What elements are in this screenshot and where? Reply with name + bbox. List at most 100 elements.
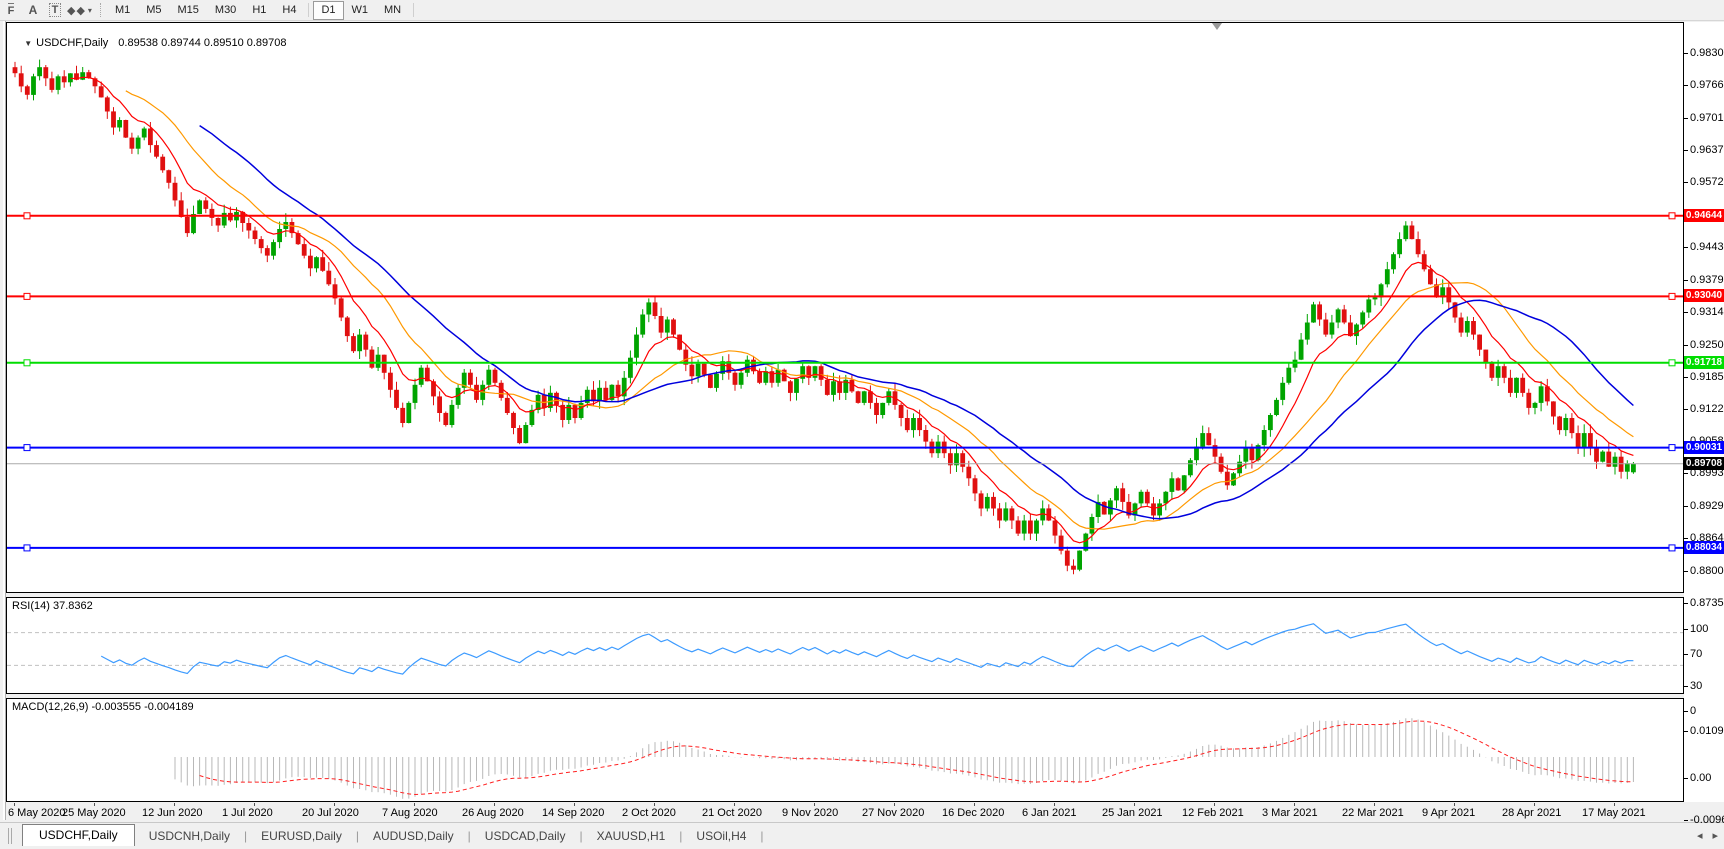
price-tick bbox=[1684, 345, 1688, 346]
date-tick bbox=[1534, 803, 1535, 806]
tab-usoil-h4[interactable]: USOil,H4 bbox=[696, 829, 747, 843]
date-tick-label: 12 Feb 2021 bbox=[1182, 807, 1244, 819]
timeframe-button-h4[interactable]: H4 bbox=[282, 3, 297, 16]
price-tick bbox=[1684, 538, 1688, 539]
timeframe-button-mn[interactable]: MN bbox=[384, 3, 402, 16]
date-tick-label: 9 Apr 2021 bbox=[1422, 807, 1476, 819]
price-tick bbox=[1684, 312, 1688, 313]
tab-separator: | bbox=[579, 829, 583, 843]
price-tick-label: 0.94435 bbox=[1690, 241, 1724, 253]
tab-scroll-left-icon[interactable]: ◂ bbox=[1696, 830, 1703, 842]
macd-tick-label: 0.01093 bbox=[1690, 725, 1724, 737]
price-tick bbox=[1684, 409, 1688, 410]
date-tick bbox=[734, 803, 735, 806]
date-tick bbox=[254, 803, 255, 806]
ma-slow-line bbox=[199, 124, 1634, 520]
rsi-tick-label: 0 bbox=[1690, 705, 1697, 717]
price-tick bbox=[1684, 85, 1688, 86]
rsi-tick bbox=[1684, 711, 1688, 712]
window-frame-left bbox=[0, 21, 6, 820]
timeframe-button-d1[interactable]: D1 bbox=[313, 0, 344, 20]
date-tick bbox=[334, 803, 335, 806]
tab-eurusd-daily[interactable]: EURUSD,Daily bbox=[261, 829, 342, 843]
tab-scroll-right-icon[interactable]: ▸ bbox=[1712, 830, 1718, 842]
date-tick-label: 25 May 2020 bbox=[62, 807, 126, 819]
price-tick-label: 0.98305 bbox=[1690, 47, 1724, 59]
date-tick-label: 26 Aug 2020 bbox=[462, 807, 524, 819]
date-tick bbox=[1294, 803, 1295, 806]
date-tick bbox=[414, 803, 415, 806]
price-tick bbox=[1684, 247, 1688, 248]
date-tick-label: 6 Jan 2021 bbox=[1022, 807, 1077, 819]
price-tick-label: 0.89935 bbox=[1690, 467, 1724, 479]
macd-histogram bbox=[174, 718, 1634, 799]
ma-mid-line bbox=[125, 90, 1634, 530]
rsi-tick-label: 30 bbox=[1690, 680, 1703, 692]
price-axis: 0.983050.976600.970150.963700.957250.950… bbox=[1684, 22, 1724, 826]
macd-panel[interactable] bbox=[6, 698, 1684, 802]
text-label-icon[interactable]: T bbox=[45, 2, 65, 18]
date-tick bbox=[1374, 803, 1375, 806]
horizontal-line-object[interactable] bbox=[7, 212, 1683, 220]
date-tick-label: 22 Mar 2021 bbox=[1342, 807, 1404, 819]
horizontal-line-object[interactable] bbox=[7, 292, 1683, 300]
date-tick-label: 1 Jul 2020 bbox=[222, 807, 273, 819]
timeframe-button-m5[interactable]: M5 bbox=[146, 3, 162, 16]
timeframe-button-m15[interactable]: M15 bbox=[177, 3, 199, 16]
price-tick-label: 0.95725 bbox=[1690, 176, 1724, 188]
macd-tick bbox=[1684, 778, 1688, 779]
date-axis: 6 May 2020 25 May 2020 12 Jun 2020 1 Jul 20… bbox=[6, 803, 1684, 820]
price-tick bbox=[1684, 473, 1688, 474]
price-tick-label: 0.97015 bbox=[1690, 112, 1724, 124]
chart-menu-arrow-icon[interactable]: ▼ bbox=[24, 39, 33, 48]
date-tick-label: 6 May 2020 bbox=[8, 807, 66, 819]
tab-usdcnh-daily[interactable]: USDCNH,Daily bbox=[148, 829, 231, 843]
toolbar-separator bbox=[413, 3, 415, 17]
ma-fast-line bbox=[70, 76, 1634, 544]
date-tick-label: 2 Oct 2020 bbox=[622, 807, 676, 819]
tab-usdcad-daily[interactable]: USDCAD,Daily bbox=[484, 829, 566, 843]
date-tick-label: 17 May 2021 bbox=[1582, 807, 1646, 819]
horizontal-line-object[interactable] bbox=[7, 544, 1683, 552]
price-tick bbox=[1684, 150, 1688, 151]
date-tick bbox=[1214, 803, 1215, 806]
tab-separator: | bbox=[467, 829, 471, 843]
tab-usdchf-daily[interactable]: USDCHF,Daily bbox=[22, 824, 135, 846]
rsi-panel[interactable] bbox=[6, 597, 1684, 694]
price-tick bbox=[1684, 506, 1688, 507]
rsi-tick bbox=[1684, 629, 1688, 630]
timeframe-button-m30[interactable]: M30 bbox=[214, 3, 237, 16]
arrows-icon[interactable]: ◆◆ ▾ bbox=[67, 4, 93, 17]
horizontal-line-object[interactable] bbox=[7, 359, 1683, 367]
price-tick bbox=[1684, 377, 1688, 378]
price-tick bbox=[1684, 118, 1688, 119]
rsi-label: RSI(14) 37.8362 bbox=[12, 600, 93, 612]
horizontal-line-object[interactable] bbox=[7, 444, 1683, 452]
tab-audusd-daily[interactable]: AUDUSD,Daily bbox=[372, 829, 454, 843]
date-tick bbox=[1614, 803, 1615, 806]
rsi-tick-label: 100 bbox=[1690, 623, 1709, 635]
price-tick-label: 0.87355 bbox=[1690, 597, 1724, 609]
date-tick-label: 25 Jan 2021 bbox=[1102, 807, 1163, 819]
timeframe-button-w1[interactable]: W1 bbox=[351, 3, 369, 16]
timeframe-button-h1[interactable]: H1 bbox=[252, 3, 267, 16]
toolbar: F A T ◆◆ ▾ M1 M5 M15 M30 H1 H4 D1 W1 MN bbox=[0, 0, 1724, 21]
tab-scroll-controls: ◂ ▸ bbox=[1697, 829, 1718, 842]
price-tick bbox=[1684, 603, 1688, 604]
hline-price-label: 0.93040 bbox=[1684, 289, 1724, 302]
rsi-tick-label: 70 bbox=[1690, 648, 1703, 660]
fibonacci-retracement-icon[interactable]: F bbox=[7, 3, 15, 17]
chart-shift-marker[interactable] bbox=[1212, 23, 1222, 30]
price-tick bbox=[1684, 280, 1688, 281]
text-icon[interactable]: A bbox=[28, 3, 38, 17]
toolbar-grip bbox=[99, 3, 101, 17]
timeframe-button-m1[interactable]: M1 bbox=[114, 3, 131, 16]
date-tick bbox=[814, 803, 815, 806]
tab-separator: | bbox=[679, 829, 683, 843]
macd-signal-line bbox=[199, 720, 1634, 796]
date-tick-label: 20 Jul 2020 bbox=[302, 807, 359, 819]
tab-xauusd-h1[interactable]: XAUUSD,H1 bbox=[596, 829, 666, 843]
main-chart-panel[interactable] bbox=[6, 22, 1684, 593]
